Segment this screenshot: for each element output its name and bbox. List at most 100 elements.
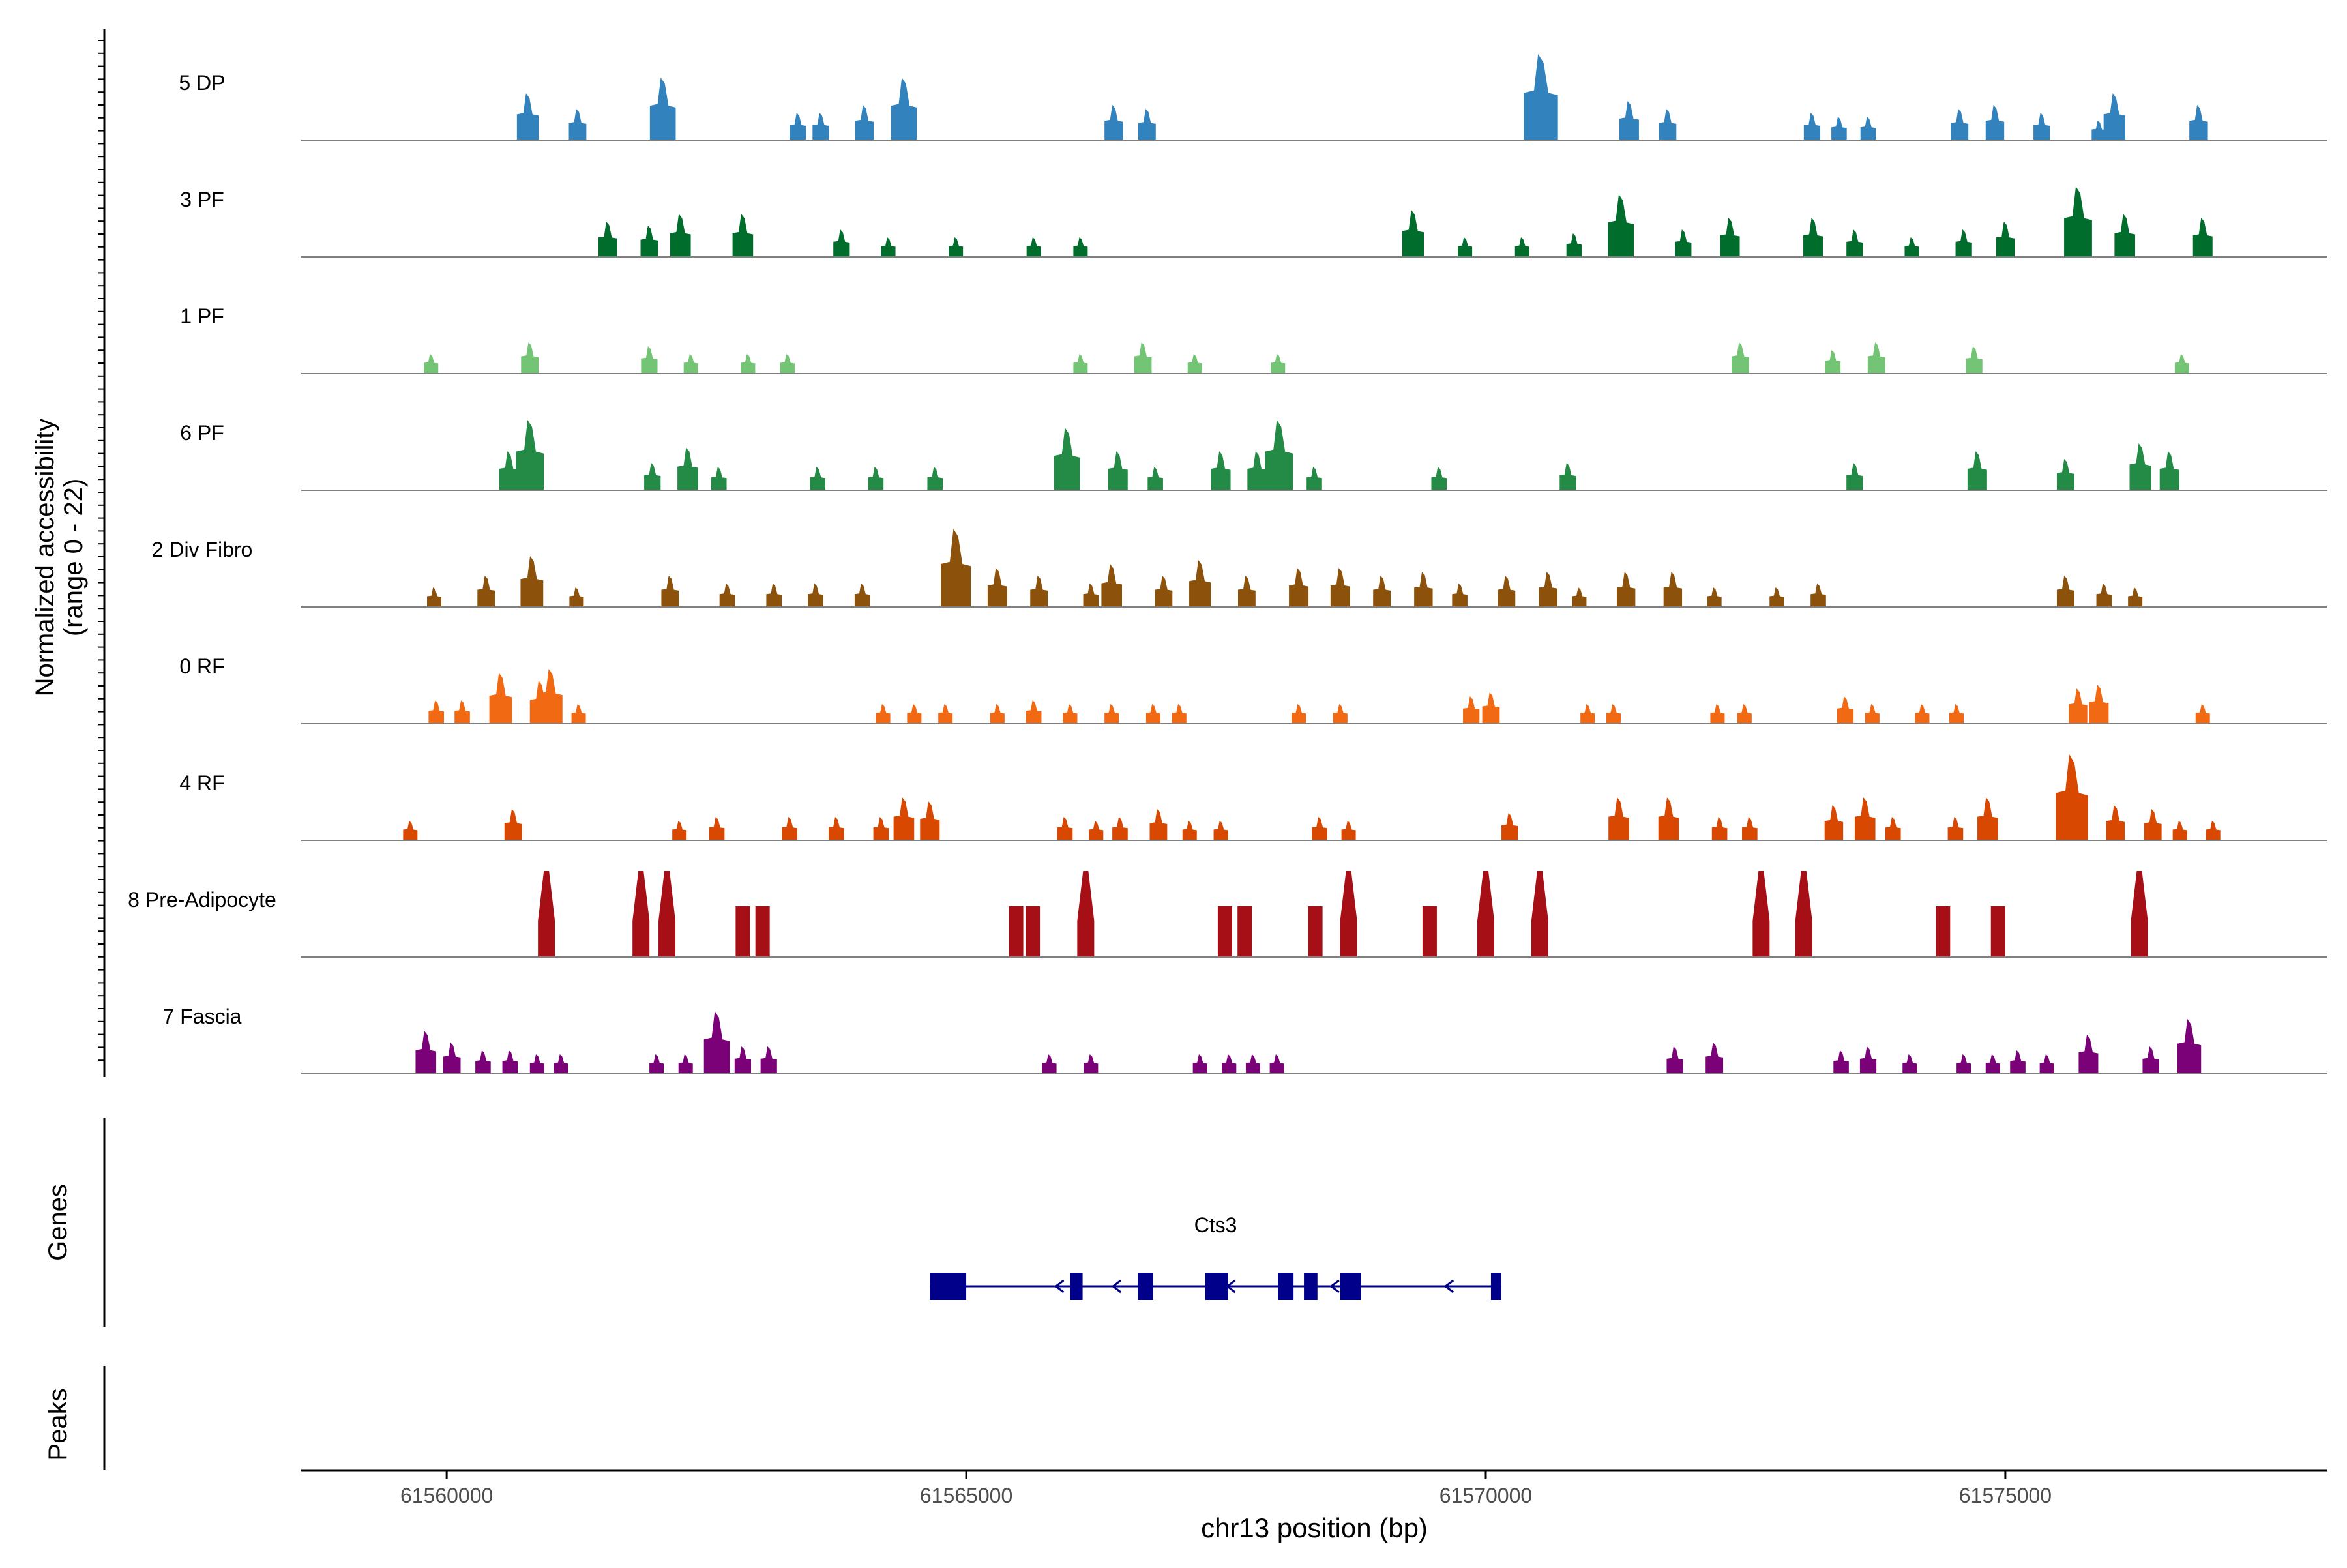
coverage-peak xyxy=(1054,428,1080,490)
coverage-peak xyxy=(415,1031,436,1074)
genes-panel: Genes Cts3 xyxy=(44,1118,1501,1327)
coverage-peak xyxy=(650,78,676,140)
coverage-peak xyxy=(891,78,917,140)
coverage-peak xyxy=(1531,871,1548,957)
coverage-peak xyxy=(1885,817,1901,840)
coverage-peak xyxy=(920,801,939,840)
coverage-peak xyxy=(516,420,544,490)
coverage-peak xyxy=(733,214,754,257)
coverage-peak xyxy=(641,346,657,374)
coverage-peak xyxy=(2175,354,2189,374)
coverage-peak xyxy=(443,1043,461,1074)
coverage-peak xyxy=(1904,237,1919,257)
coverage-peak xyxy=(475,1050,491,1074)
gene-exon xyxy=(1070,1273,1082,1300)
coverage-peak xyxy=(2040,1054,2054,1074)
genes-label: Genes xyxy=(44,1184,72,1261)
coverage-peak xyxy=(1810,584,1826,607)
coverage-peak xyxy=(1666,1046,1683,1074)
coverage-peak xyxy=(477,576,495,607)
coverage-peak xyxy=(1042,1054,1057,1074)
gene-name: Cts3 xyxy=(1194,1213,1237,1237)
coverage-peak xyxy=(503,1050,518,1074)
coverage-peak xyxy=(709,817,725,840)
coverage-peak xyxy=(938,704,952,724)
coverage-peak xyxy=(672,821,686,840)
coverage-peak xyxy=(598,222,617,257)
coverage-peak xyxy=(927,467,943,490)
coverage-peak xyxy=(658,871,675,957)
coverage-peak xyxy=(1831,117,1847,140)
coverage-panel: Normalized accessibility (range 0 - 22) 5 … xyxy=(31,29,2327,1077)
coverage-peak xyxy=(1188,354,1202,374)
coverage-peak xyxy=(1977,797,1998,840)
coverage-peak xyxy=(1956,1054,1971,1074)
coverage-peak xyxy=(1155,576,1172,607)
coverage-peak xyxy=(812,113,829,140)
coverage-peak xyxy=(569,109,587,140)
coverage-peak xyxy=(661,576,679,607)
gene-exon xyxy=(1138,1273,1153,1300)
coverage-peak xyxy=(2033,113,2050,140)
coverage-peak xyxy=(1483,692,1500,724)
coverage-peak xyxy=(2142,1046,2159,1074)
coverage-peak xyxy=(1084,1054,1098,1074)
coverage-peak xyxy=(1104,105,1123,140)
coverage-peak xyxy=(2196,704,2210,724)
coverage-peak xyxy=(2114,214,2135,257)
coverage-peak xyxy=(641,226,658,257)
coverage-peak xyxy=(1498,576,1515,607)
track-7-fascia: 7 Fascia xyxy=(163,1005,2327,1074)
coverage-peak xyxy=(1752,871,1769,957)
gene-exon xyxy=(1304,1273,1318,1300)
coverage-peak xyxy=(1619,101,1639,140)
coverage-peak xyxy=(1193,1054,1207,1074)
coverage-peak xyxy=(1373,576,1391,607)
coverage-peak xyxy=(517,93,539,140)
track-1-pf: 1 PF xyxy=(180,304,2327,374)
coverage-plot: Normalized accessibility (range 0 - 22)5 … xyxy=(0,0,2347,1565)
coverage-peak xyxy=(677,447,698,490)
coverage-peak xyxy=(1222,1054,1236,1074)
coverage-peak xyxy=(1247,451,1267,490)
coverage-peak xyxy=(1009,906,1024,957)
coverage-peak xyxy=(833,229,849,257)
coverage-peak xyxy=(1865,704,1880,724)
x-axis: 61560000 61565000 61570000 61575000 chr13 po… xyxy=(301,1470,2327,1543)
coverage-peak xyxy=(780,354,795,374)
coverage-peak xyxy=(1707,587,1722,607)
coverage-peak xyxy=(829,817,844,840)
coverage-peak xyxy=(684,354,698,374)
track-label: 2 Div Fibro xyxy=(152,538,253,561)
coverage-peak xyxy=(1112,817,1128,840)
coverage-peak xyxy=(1524,54,1557,140)
coverage-peak xyxy=(1968,451,1987,490)
coverage-peak xyxy=(1769,587,1784,607)
coverage-peak xyxy=(990,704,1005,724)
coverage-peak xyxy=(1073,237,1087,257)
coverage-peak xyxy=(2144,809,2162,840)
gene-exon xyxy=(1205,1273,1228,1300)
coverage-peak xyxy=(1458,237,1472,257)
track-2-div-fibro: 2 Div Fibro xyxy=(152,529,2327,607)
coverage-peak xyxy=(1134,342,1152,374)
coverage-peak xyxy=(572,704,586,724)
coverage-peak xyxy=(670,214,691,257)
coverage-peak xyxy=(1966,346,1982,374)
coverage-peak xyxy=(1214,821,1228,840)
coverage-peak xyxy=(2206,821,2221,840)
coverage-peak xyxy=(1030,576,1048,607)
coverage-peak xyxy=(1146,704,1160,724)
coverage-peak xyxy=(1340,871,1357,957)
coverage-peak xyxy=(2057,576,2074,607)
coverage-peak xyxy=(1265,420,1293,490)
coverage-peak xyxy=(1308,906,1323,957)
coverage-peak xyxy=(1861,117,1876,140)
coverage-peak xyxy=(1837,696,1853,724)
coverage-peak xyxy=(1333,704,1348,724)
coverage-peak xyxy=(1026,906,1040,957)
gene-exon xyxy=(1491,1273,1501,1300)
coverage-peak xyxy=(1150,809,1168,840)
coverage-peak xyxy=(1331,568,1350,607)
coverage-peak xyxy=(2177,1019,2201,1074)
